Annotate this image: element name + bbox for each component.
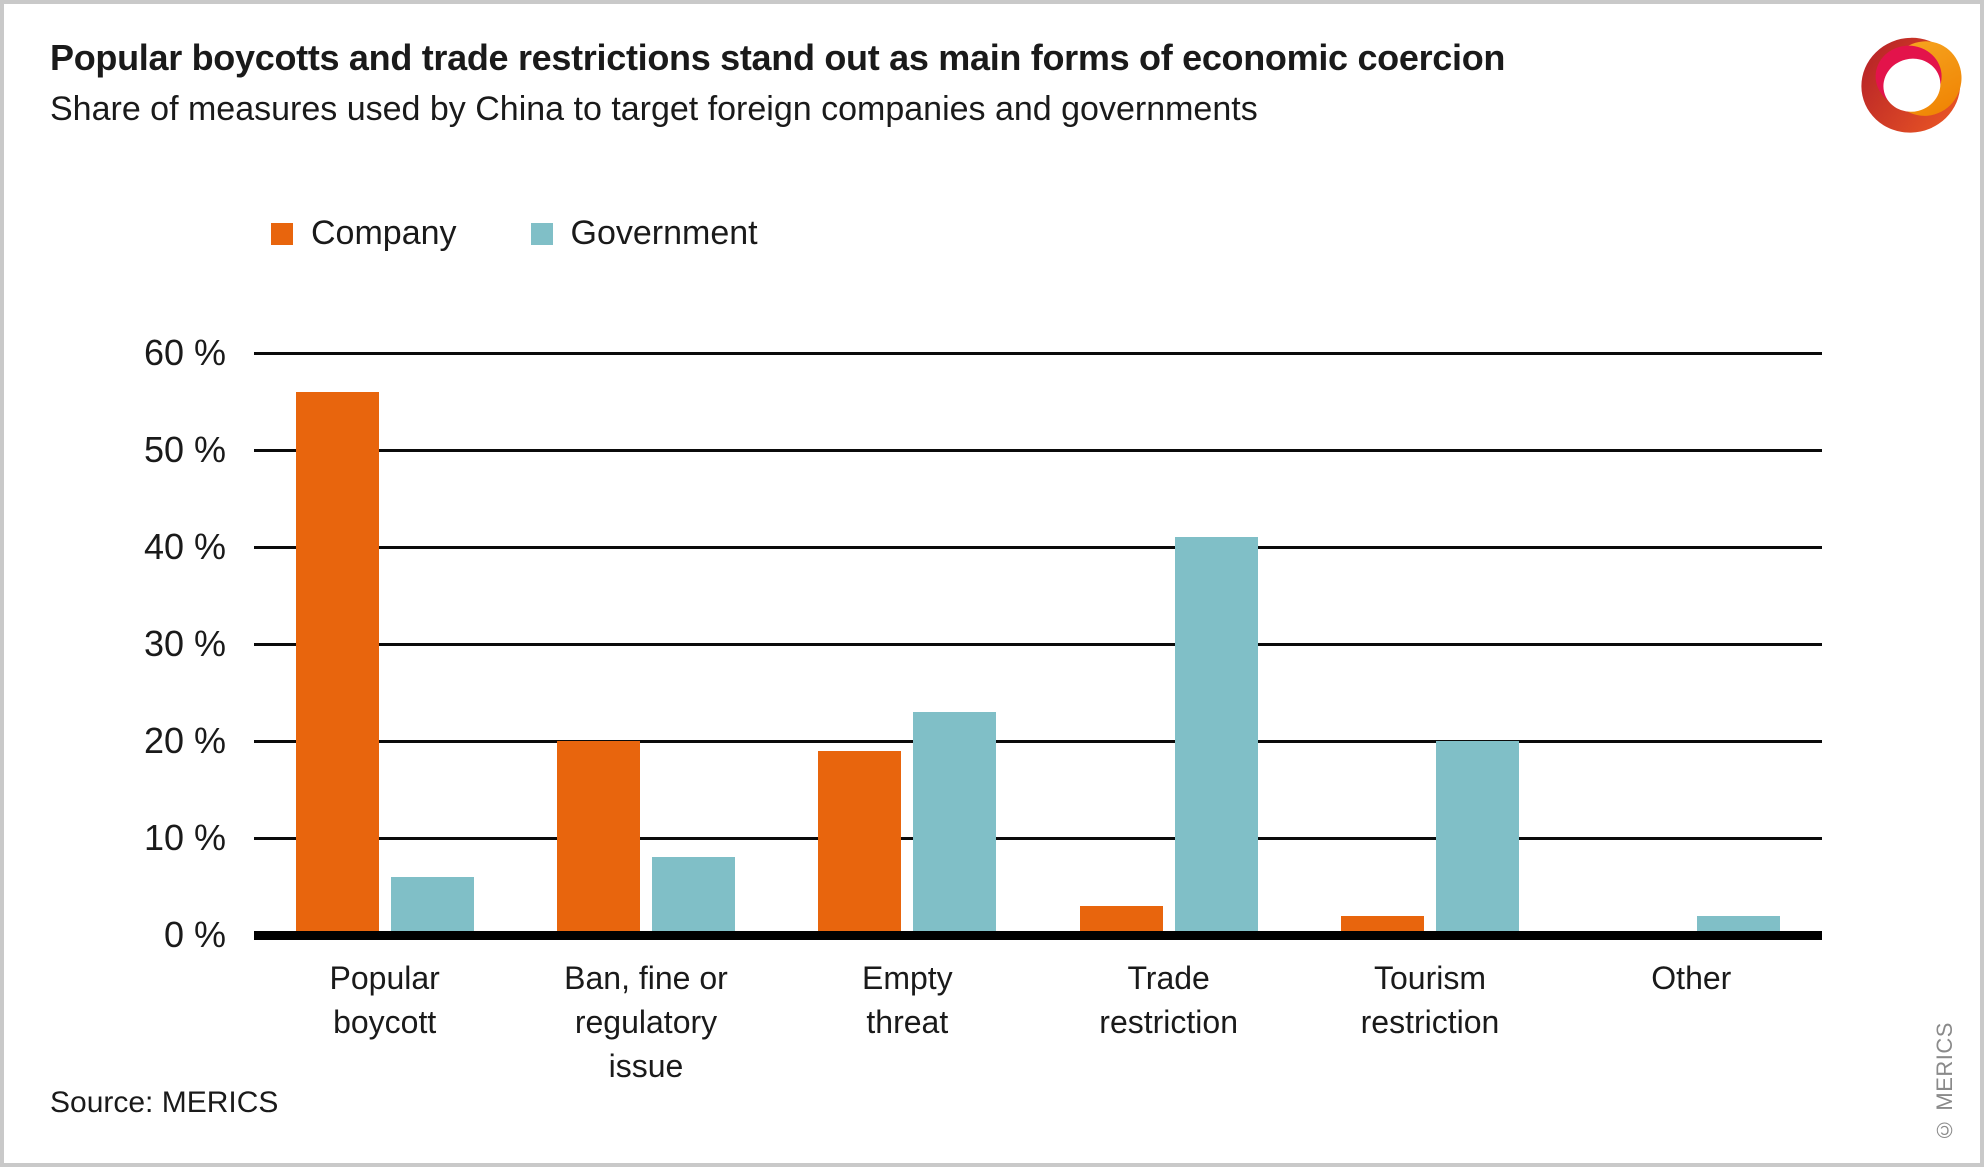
gridline-30 bbox=[254, 642, 1822, 646]
y-tick-label: 0 % bbox=[163, 914, 226, 955]
x-axis-label-popular-boycott: Popular boycott bbox=[329, 960, 440, 1040]
bar-popular-boycott-government bbox=[390, 876, 474, 935]
bar-group-other bbox=[1561, 353, 1822, 935]
y-axis-labels: 60 % 50 % 40 % 30 % 20 % 10 % 0 % bbox=[4, 332, 226, 955]
page-subtitle: Share of measures used by China to targe… bbox=[50, 90, 1258, 128]
legend-swatch-government-icon bbox=[530, 222, 553, 245]
gridline-60 bbox=[254, 351, 1822, 355]
legend-swatch-company-icon bbox=[271, 222, 293, 245]
y-tick-label: 10 % bbox=[143, 817, 226, 858]
plot-area bbox=[254, 351, 1822, 940]
gridline-50 bbox=[254, 448, 1822, 452]
y-tick-label: 50 % bbox=[143, 429, 226, 470]
bar-tourism-restriction-company bbox=[1340, 915, 1424, 935]
merics-logo-icon bbox=[1861, 37, 1962, 133]
bar-trade-restriction-company bbox=[1079, 905, 1163, 935]
x-axis-label-tourism-restriction: Tourism restriction bbox=[1360, 960, 1500, 1040]
y-tick-label: 20 % bbox=[143, 720, 226, 761]
gridline-40 bbox=[254, 545, 1822, 549]
x-axis-label-trade-restriction: Trade restriction bbox=[1099, 960, 1238, 1040]
copyright-note: © MERICS bbox=[1932, 1022, 1957, 1143]
y-tick-label: 30 % bbox=[143, 623, 226, 664]
bar-group-popular-boycott bbox=[254, 353, 515, 935]
bar-ban-fine-or-regulatory-issue-government bbox=[651, 857, 735, 935]
bar-trade-restriction-government bbox=[1174, 537, 1258, 935]
gridline-10 bbox=[254, 836, 1822, 840]
legend-item-government: Government bbox=[530, 214, 758, 253]
x-axis-labels: Popular boycott Ban, fine or regulatory i… bbox=[254, 956, 1822, 1088]
bars-layer bbox=[254, 353, 1822, 935]
x-axis-label-empty-threat: Empty threat bbox=[861, 960, 953, 1040]
legend-label: Government bbox=[570, 214, 758, 252]
x-axis-label-other: Other bbox=[1651, 960, 1732, 996]
x-axis-label-ban-fine-or-regulatory-issue: Ban, fine or regulatory issue bbox=[564, 960, 728, 1084]
bar-other-government bbox=[1697, 915, 1781, 935]
gridline-20 bbox=[254, 739, 1822, 743]
page-title: Popular boycotts and trade restrictions … bbox=[50, 37, 1506, 78]
x-axis-baseline bbox=[254, 930, 1822, 940]
bar-group-trade-restriction bbox=[1038, 353, 1299, 935]
y-tick-label: 40 % bbox=[143, 526, 226, 567]
legend-label: Company bbox=[311, 214, 457, 252]
bar-empty-threat-company bbox=[818, 750, 902, 935]
legend-item-company: Company bbox=[271, 214, 457, 253]
bar-popular-boycott-company bbox=[295, 391, 379, 935]
bar-group-ban-fine-or-regulatory-issue bbox=[515, 353, 776, 935]
bar-empty-threat-government bbox=[913, 711, 997, 935]
y-tick-label: 60 % bbox=[143, 332, 226, 373]
source-note: Source: MERICS bbox=[50, 1086, 279, 1119]
chart-legend: Company Government bbox=[271, 214, 832, 253]
bar-tourism-restriction-government bbox=[1435, 741, 1519, 935]
bar-group-empty-threat bbox=[777, 353, 1038, 935]
bar-group-tourism-restriction bbox=[1299, 353, 1560, 935]
bar-ban-fine-or-regulatory-issue-company bbox=[556, 741, 640, 935]
